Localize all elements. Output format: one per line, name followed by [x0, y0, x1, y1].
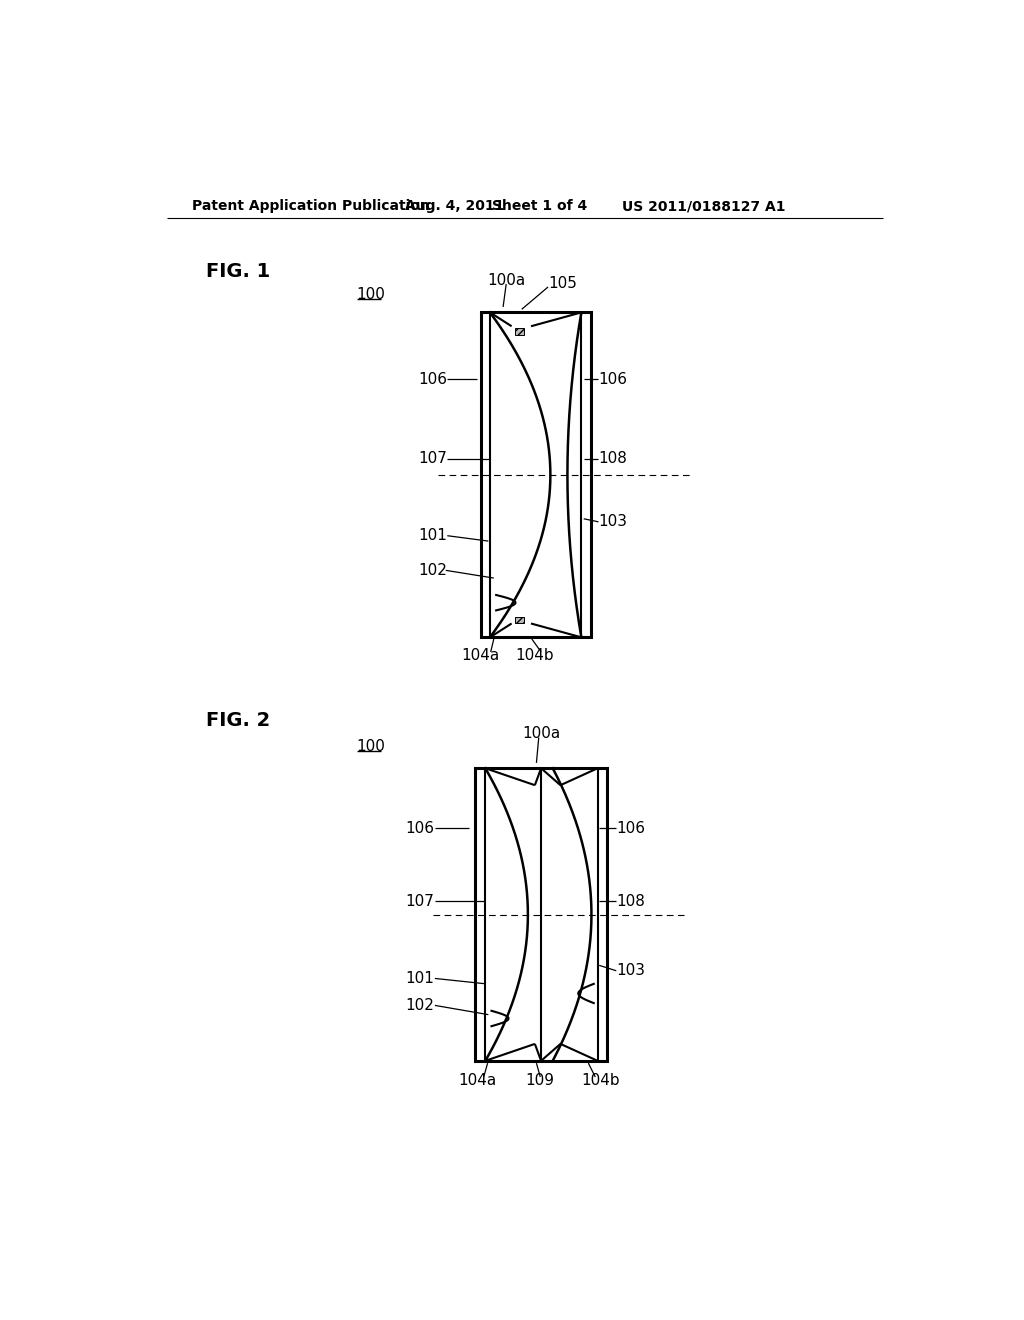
- Text: 109: 109: [525, 1073, 555, 1089]
- Text: 100a: 100a: [487, 272, 525, 288]
- Bar: [480, 313, 591, 638]
- Text: 107: 107: [419, 451, 447, 466]
- Text: 102: 102: [419, 562, 447, 578]
- Text: 106: 106: [598, 372, 628, 387]
- Text: 105: 105: [548, 276, 577, 290]
- Text: 108: 108: [598, 451, 628, 466]
- Text: 104b: 104b: [582, 1073, 621, 1089]
- Text: 106: 106: [616, 821, 645, 836]
- Text: 100: 100: [356, 288, 385, 302]
- Text: 103: 103: [616, 964, 645, 978]
- Text: 106: 106: [406, 821, 434, 836]
- Bar: [515, 616, 524, 623]
- Text: 104a: 104a: [459, 1073, 497, 1089]
- Bar: [475, 768, 607, 1061]
- Text: 107: 107: [406, 894, 434, 909]
- Text: 101: 101: [406, 972, 434, 986]
- Text: Sheet 1 of 4: Sheet 1 of 4: [493, 199, 588, 213]
- Text: Aug. 4, 2011: Aug. 4, 2011: [404, 199, 504, 213]
- Text: Patent Application Publication: Patent Application Publication: [191, 199, 429, 213]
- Text: FIG. 2: FIG. 2: [206, 711, 269, 730]
- Text: 103: 103: [598, 515, 628, 529]
- Text: 102: 102: [406, 998, 434, 1012]
- Text: 106: 106: [419, 372, 447, 387]
- Text: 100: 100: [356, 739, 385, 754]
- Text: FIG. 1: FIG. 1: [206, 263, 269, 281]
- Bar: [515, 327, 524, 335]
- Text: 108: 108: [616, 894, 645, 909]
- Text: 104b: 104b: [515, 648, 554, 663]
- Text: 101: 101: [419, 528, 447, 544]
- Text: 104a: 104a: [462, 648, 500, 663]
- Text: US 2011/0188127 A1: US 2011/0188127 A1: [622, 199, 785, 213]
- Text: 100a: 100a: [522, 726, 560, 741]
